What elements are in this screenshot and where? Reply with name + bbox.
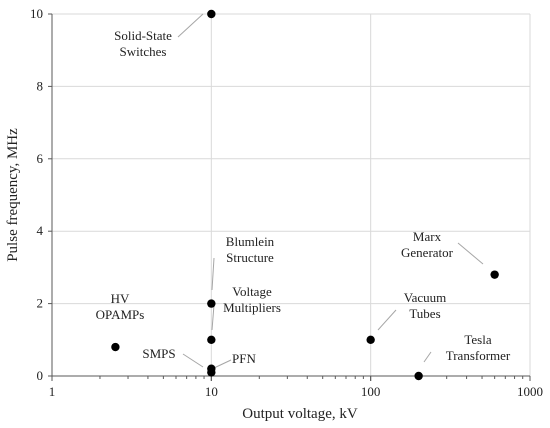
point-label-line: Blumlein [226,234,275,249]
x-axis-title: Output voltage, kV [242,406,358,422]
x-tick-label: 1000 [517,384,543,399]
point-label: Vacuum Tubes [404,290,447,321]
point-labels: Solid-State Switches Blumlein Structure Volt… [96,28,511,366]
y-tick-label: 6 [37,151,44,166]
point-label-line: OPAMPs [96,307,145,322]
point-label-line: Tubes [409,306,440,321]
point-label: PFN [232,351,256,366]
y-tick-label: 2 [37,296,44,311]
data-points [111,9,499,381]
label-connector [211,257,215,291]
point-label-line: HV [111,291,130,306]
point-label-line: Tesla [464,332,491,347]
tick-labels: 1 10 100 1000 0 2 4 6 8 10 [30,6,543,399]
grid-lines [52,13,531,376]
point-label-line: Vacuum [404,290,447,305]
point-label: HV OPAMPs [96,291,145,322]
y-tick-label: 10 [30,6,43,21]
data-point [366,335,375,344]
label-connector [457,242,484,265]
data-point [207,335,216,344]
x-tick-label: 100 [361,384,381,399]
point-label: Voltage Multipliers [223,284,281,315]
data-point [490,270,499,279]
y-tick-label: 4 [37,223,44,238]
point-label: SMPS [142,346,175,361]
point-label-line: Transformer [446,348,511,363]
point-label-line: Voltage [232,284,272,299]
y-tick-label: 0 [37,368,44,383]
x-tick-label: 10 [205,384,218,399]
point-label-line: Solid-State [114,28,172,43]
data-point [207,299,216,308]
label-connector [182,353,204,368]
point-label: Blumlein Structure [226,234,275,265]
y-axis-title: Pulse frequency, MHz [5,128,21,262]
point-label-line: Generator [401,245,454,260]
point-label: Tesla Transformer [446,332,511,363]
label-connector [211,304,215,331]
data-point [207,9,216,19]
point-label-line: Switches [120,44,167,59]
label-connectors [177,13,484,369]
data-point [207,368,216,377]
point-label-line: Marx [413,229,442,244]
data-point [414,371,423,381]
data-point [111,342,120,352]
point-label-line: Structure [226,250,274,265]
label-connector [177,13,204,38]
label-connector [377,309,397,331]
point-label-line: PFN [232,351,256,366]
y-tick-label: 8 [37,78,44,93]
label-connector [213,359,232,369]
axes [48,13,531,381]
x-tick-label: 1 [49,384,56,399]
label-connector [423,351,432,363]
point-label: Marx Generator [401,229,454,260]
point-label-line: SMPS [142,346,175,361]
point-label: Solid-State Switches [114,28,172,59]
point-label-line: Multipliers [223,300,281,315]
